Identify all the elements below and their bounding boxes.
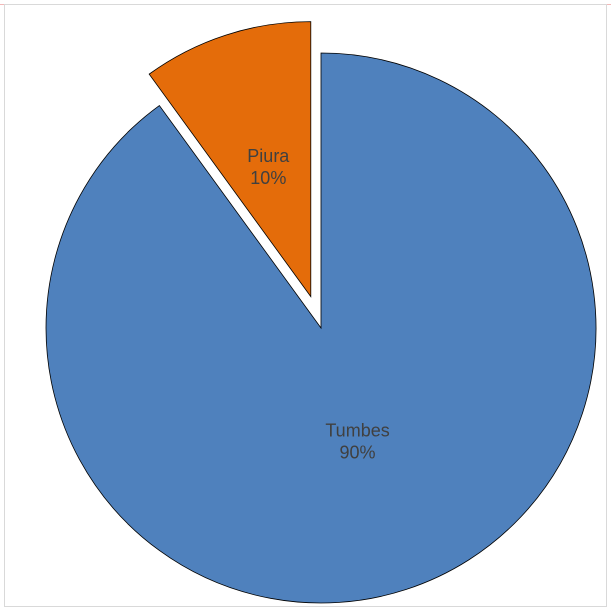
slice-label-tumbes: Tumbes 90%	[325, 420, 389, 462]
pie-slice-tumbes	[45, 52, 597, 604]
slice-name: Piura	[247, 146, 290, 166]
slice-percent: 10%	[250, 168, 286, 188]
slice-label-piura: Piura 10%	[247, 146, 290, 188]
slice-percent: 90%	[340, 442, 376, 462]
pie-slice-piura	[148, 21, 312, 298]
slice-name: Tumbes	[325, 420, 389, 440]
